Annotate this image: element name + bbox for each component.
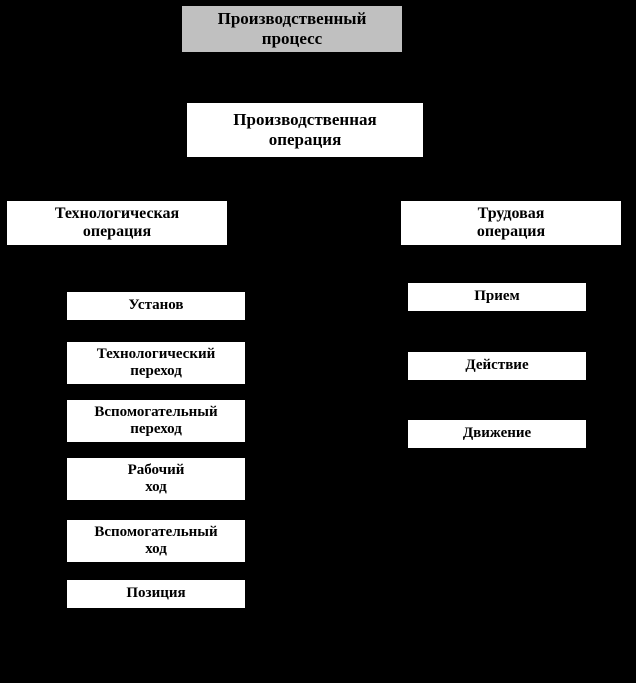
node-root: Производственный процесс bbox=[181, 5, 403, 53]
node-labor-operation: Трудовая операция bbox=[400, 200, 622, 246]
node-technological-operation-label: Технологическая операция bbox=[55, 205, 179, 242]
node-position: Позиция bbox=[66, 579, 246, 609]
node-ustanov-label: Установ bbox=[129, 297, 184, 314]
node-dvizhenie-label: Движение bbox=[463, 425, 531, 442]
node-production-operation-label: Производственная операция bbox=[233, 110, 376, 149]
node-aux-stroke: Вспомогательный ход bbox=[66, 519, 246, 563]
diagram-canvas: Производственный процесс Производственна… bbox=[0, 0, 636, 683]
node-root-label: Производственный процесс bbox=[218, 9, 367, 48]
node-working-stroke: Рабочий ход bbox=[66, 457, 246, 501]
node-working-stroke-label: Рабочий ход bbox=[128, 462, 185, 497]
node-position-label: Позиция bbox=[126, 585, 185, 602]
node-aux-transition-label: Вспомогательный переход bbox=[94, 404, 217, 439]
node-priem-label: Прием bbox=[474, 288, 520, 305]
node-aux-transition: Вспомогательный переход bbox=[66, 399, 246, 443]
node-dvizhenie: Движение bbox=[407, 419, 587, 449]
node-production-operation: Производственная операция bbox=[186, 102, 424, 158]
node-technological-operation: Технологическая операция bbox=[6, 200, 228, 246]
node-aux-stroke-label: Вспомогательный ход bbox=[94, 524, 217, 559]
node-labor-operation-label: Трудовая операция bbox=[477, 205, 545, 242]
node-tech-transition: Технологический переход bbox=[66, 341, 246, 385]
node-priem: Прием bbox=[407, 282, 587, 312]
node-ustanov: Установ bbox=[66, 291, 246, 321]
node-deistvie: Действие bbox=[407, 351, 587, 381]
node-deistvie-label: Действие bbox=[465, 357, 528, 374]
node-tech-transition-label: Технологический переход bbox=[97, 346, 216, 381]
